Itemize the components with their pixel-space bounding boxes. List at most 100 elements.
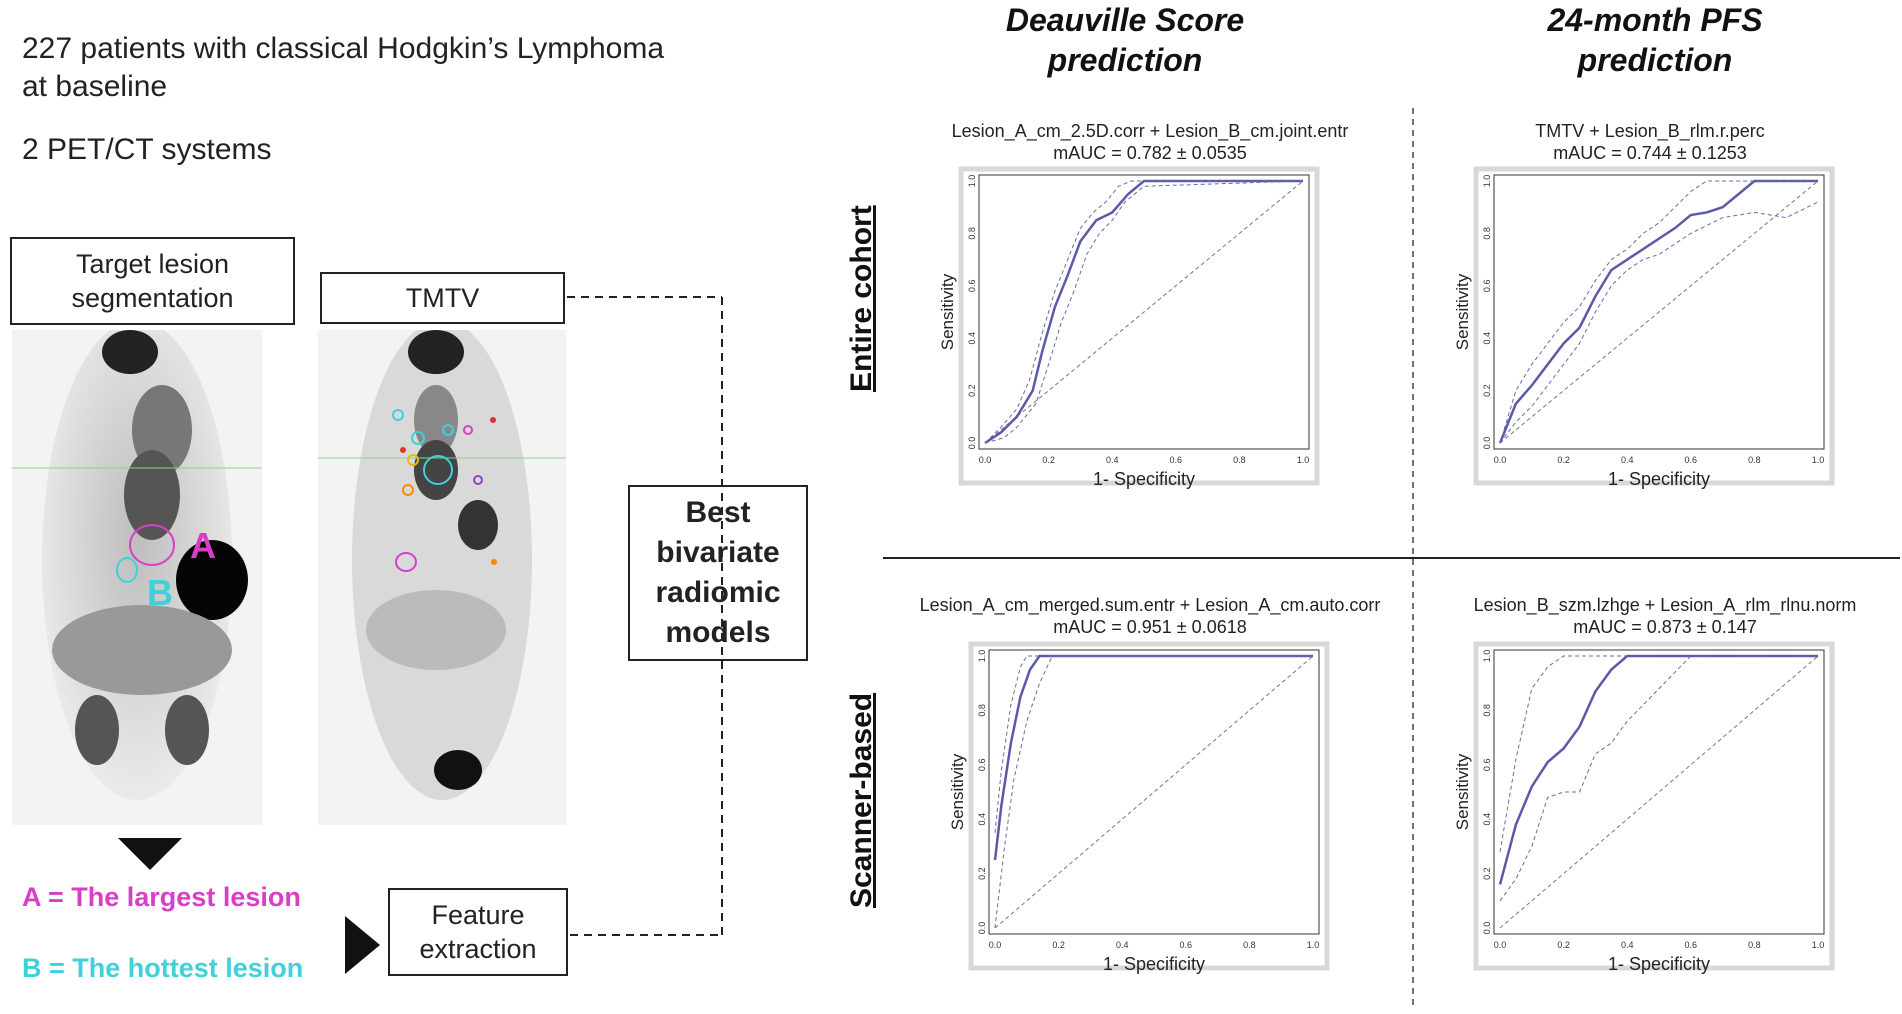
panel-3-title: Lesion_A_cm_merged.sum.entr + Lesion_A_c… xyxy=(875,594,1425,638)
x-tick-label: 0.6 xyxy=(1685,940,1698,950)
roc-confidence-line xyxy=(1499,655,1818,902)
roc-confidence-line xyxy=(984,180,1304,444)
roc-confidence-line xyxy=(1499,201,1819,444)
y-tick-label: 1.0 xyxy=(977,650,987,663)
roc-chart-pfs-entire: 0.00.0 0.2 0.2 0.4 0.4 0.6 0.6 0.8 0.8 1.0 1.0 1- S… xyxy=(1453,166,1835,489)
x-tick-label: 0.4 xyxy=(1106,455,1119,465)
intro-line-1: 227 patients with classical Hodgkin’s Ly… xyxy=(22,32,664,65)
panel-3-model: Lesion_A_cm_merged.sum.entr + Lesion_A_c… xyxy=(919,595,1381,615)
best-models-line-3: radiomic xyxy=(655,576,781,609)
segmentation-box: Target lesion segmentation xyxy=(10,237,295,325)
x-axis-label: 1- Specificity xyxy=(1093,469,1195,489)
panel-2-title: TMTV + Lesion_B_rlm.r.perc mAUC = 0.744 … xyxy=(1430,120,1870,164)
legend-largest-lesion: A = The largest lesion xyxy=(22,882,301,912)
reference-diagonal xyxy=(984,180,1304,444)
pet-scan-tmtv-image xyxy=(318,330,566,825)
best-models-line-1: Best xyxy=(685,496,751,529)
roc-curve xyxy=(1498,654,1818,885)
y-tick-label: 0.6 xyxy=(977,759,987,772)
panel-4-auc: mAUC = 0.873 ± 0.147 xyxy=(1573,617,1757,637)
x-tick-label: 0.4 xyxy=(1116,940,1129,950)
pet-scan-segmentation: A B xyxy=(12,330,262,825)
x-tick-label: 0.0 xyxy=(989,940,1002,950)
x-tick-label: 0.2 xyxy=(1557,940,1570,950)
roc-confidence-line xyxy=(1499,180,1818,444)
column-header-deauville-line-2: prediction xyxy=(1047,42,1203,78)
intro-line-3: 2 PET/CT systems xyxy=(22,133,272,166)
y-axis-label: Sensitivity xyxy=(1453,273,1472,350)
panel-4-title: Lesion_B_szm.lzhge + Lesion_A_rlm_rlnu.n… xyxy=(1430,594,1900,638)
plot-frame xyxy=(1473,641,1835,971)
y-tick-label: 1.0 xyxy=(1482,175,1492,188)
y-tick-label: 0.0 xyxy=(967,437,977,450)
x-tick-label: 0.6 xyxy=(1170,455,1183,465)
roc-chart-deauville-entire: 0.00.0 0.2 0.2 0.4 0.4 0.6 0.6 0.8 0.8 1.0 1.0 1- S… xyxy=(938,166,1320,489)
y-tick-label: 0.2 xyxy=(1482,867,1492,880)
x-tick-label: 0.4 xyxy=(1621,940,1634,950)
y-tick-label: 0.6 xyxy=(1482,280,1492,293)
panel-2-auc: mAUC = 0.744 ± 0.1253 xyxy=(1553,143,1747,163)
label-b: B xyxy=(147,572,173,613)
plot-frame xyxy=(1473,166,1835,486)
x-tick-label: 0.8 xyxy=(1748,455,1761,465)
intro-line-2: at baseline xyxy=(22,70,168,103)
x-axis-label: 1- Specificity xyxy=(1608,954,1710,974)
x-tick-label: 0.0 xyxy=(1494,455,1507,465)
x-tick-label: 0.8 xyxy=(1748,940,1761,950)
plot-border xyxy=(978,174,1310,450)
segmentation-label-2: segmentation xyxy=(71,283,234,313)
legend-hottest-lesion: B = The hottest lesion xyxy=(22,953,304,983)
y-tick-label: 0.4 xyxy=(977,813,987,826)
roc-confidence-line xyxy=(984,180,1303,444)
row-header-scanner-based: Scanner-based xyxy=(845,692,878,908)
roc-curve xyxy=(993,654,1313,861)
x-tick-label: 1.0 xyxy=(1297,455,1310,465)
panel-1-auc: mAUC = 0.782 ± 0.0535 xyxy=(1053,143,1247,163)
column-header-pfs: 24-month PFS prediction xyxy=(1480,0,1830,80)
panel-2-model: TMTV + Lesion_B_rlm.r.perc xyxy=(1535,121,1765,141)
feature-extraction-box: Feature extraction xyxy=(388,888,568,976)
x-tick-label: 0.6 xyxy=(1685,455,1698,465)
y-axis-label: Sensitivity xyxy=(938,273,957,350)
x-tick-label: 0.0 xyxy=(979,455,992,465)
column-header-deauville: Deauville Score prediction xyxy=(950,0,1300,80)
x-tick-label: 0.0 xyxy=(1494,940,1507,950)
x-tick-label: 1.0 xyxy=(1307,940,1320,950)
best-models-box: Best bivariate radiomic models xyxy=(628,485,808,661)
x-tick-label: 0.2 xyxy=(1052,940,1065,950)
feature-extraction-line-2: extraction xyxy=(419,934,537,964)
panel-1-title: Lesion_A_cm_2.5D.corr + Lesion_B_cm.join… xyxy=(880,120,1420,164)
y-tick-label: 0.2 xyxy=(977,867,987,880)
x-tick-label: 0.2 xyxy=(1557,455,1570,465)
roc-confidence-line xyxy=(994,655,1313,833)
y-tick-label: 1.0 xyxy=(1482,650,1492,663)
pet-scan-tmtv xyxy=(318,330,566,825)
x-tick-label: 0.8 xyxy=(1243,940,1256,950)
y-tick-label: 0.4 xyxy=(967,332,977,345)
y-tick-label: 0.0 xyxy=(1482,437,1492,450)
roc-confidence-line xyxy=(1499,655,1818,852)
best-models-line-2: bivariate xyxy=(656,536,780,569)
y-tick-label: 1.0 xyxy=(967,175,977,188)
y-tick-label: 0.2 xyxy=(967,384,977,397)
x-tick-label: 1.0 xyxy=(1812,940,1825,950)
pet-scan-image xyxy=(12,330,262,825)
column-header-deauville-line-1: Deauville Score xyxy=(1005,2,1245,38)
column-header-pfs-line-2: prediction xyxy=(1577,42,1733,78)
feature-extraction-line-1: Feature xyxy=(431,900,525,930)
x-axis-label: 1- Specificity xyxy=(1608,469,1710,489)
x-tick-label: 0.4 xyxy=(1621,455,1634,465)
column-header-pfs-line-1: 24-month PFS xyxy=(1547,2,1763,38)
label-a: A xyxy=(190,525,216,566)
x-axis-label: 1- Specificity xyxy=(1103,954,1205,974)
plot-border xyxy=(988,649,1320,935)
row-header-entire-cohort: Entire cohort xyxy=(845,205,878,392)
plot-frame xyxy=(968,641,1330,971)
plot-frame xyxy=(958,166,1320,486)
panel-1-model: Lesion_A_cm_2.5D.corr + Lesion_B_cm.join… xyxy=(951,121,1349,141)
best-models-line-4: models xyxy=(665,616,771,649)
y-tick-label: 0.0 xyxy=(977,922,987,935)
x-tick-label: 0.2 xyxy=(1042,455,1055,465)
panel-4-model: Lesion_B_szm.lzhge + Lesion_A_rlm_rlnu.n… xyxy=(1473,595,1857,615)
